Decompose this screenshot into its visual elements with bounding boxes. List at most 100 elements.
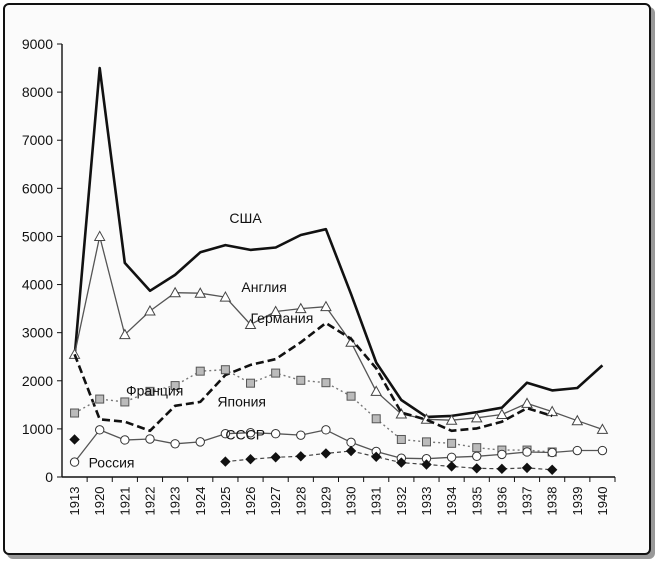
x-tick-label: 1927 <box>268 487 283 516</box>
triangle-point <box>68 348 81 359</box>
triangle-point <box>144 304 156 316</box>
series-label: США <box>229 210 262 226</box>
diamond-point <box>471 463 482 474</box>
square-point <box>271 368 281 378</box>
diamond-point <box>320 448 332 459</box>
circle-point <box>170 439 180 449</box>
square-point <box>170 381 180 391</box>
diamond-point <box>220 456 231 467</box>
x-tick-label: 1924 <box>193 487 208 516</box>
none-series-line <box>73 321 553 433</box>
x-tick-label: 1920 <box>92 487 107 516</box>
y-tick-label: 5000 <box>22 228 53 244</box>
square-point <box>95 394 105 404</box>
x-tick-label: 1913 <box>67 487 82 516</box>
square-point <box>321 378 331 388</box>
circle-point <box>245 428 256 438</box>
series-label: Англия <box>241 279 286 295</box>
circle-point <box>69 457 80 467</box>
circle-point <box>522 447 532 457</box>
circle-point <box>446 452 457 462</box>
diamond-point <box>69 434 80 445</box>
y-tick-label: 3000 <box>22 325 53 341</box>
series-label: СССР <box>225 427 265 443</box>
triangle-point <box>571 414 584 426</box>
square-point <box>396 434 406 444</box>
square-point <box>346 391 356 401</box>
diamond-point <box>546 464 558 475</box>
series-label: Россия <box>89 454 135 470</box>
x-tick-label: 1925 <box>218 487 233 516</box>
diamond-point <box>521 462 533 474</box>
circle-point <box>321 425 331 435</box>
diamond-point <box>345 445 357 457</box>
triangle-point <box>294 302 307 314</box>
diamond-point <box>295 451 307 462</box>
circle-point <box>95 425 105 435</box>
y-tick-label: 6000 <box>22 180 53 196</box>
series-labels: США Англия Германия Франция Япония Россия СССР <box>89 210 314 470</box>
triangle-series-line <box>73 235 603 431</box>
circle-point <box>497 449 507 460</box>
triangle-point <box>269 305 282 316</box>
triangle-point <box>445 414 458 425</box>
circle-point <box>572 445 582 456</box>
x-tick-label: 1936 <box>494 487 509 516</box>
x-tick-label: 1930 <box>344 487 359 516</box>
diamond-point <box>421 459 432 470</box>
y-tick-label: 9000 <box>22 36 53 52</box>
x-tick-label: 1923 <box>168 487 183 516</box>
series-label: Франция <box>126 382 183 398</box>
diamond-point <box>370 451 382 463</box>
square-point <box>472 443 482 453</box>
x-tick-label: 1926 <box>243 487 258 516</box>
circle-point <box>547 447 557 458</box>
x-tick-label: 1935 <box>469 487 484 516</box>
triangle-point <box>470 411 483 423</box>
triangle-point <box>521 397 533 408</box>
diamond-point <box>446 461 457 472</box>
x-tick-label: 1938 <box>545 487 560 516</box>
triangle-point <box>596 423 609 434</box>
square-point <box>220 365 230 375</box>
chart-series <box>68 66 609 475</box>
square-point <box>447 438 457 448</box>
triangle-point <box>93 230 106 241</box>
circle-point <box>220 429 231 439</box>
square-point <box>120 397 130 407</box>
triangle-point <box>169 286 181 298</box>
x-tick-label: 1921 <box>117 487 132 516</box>
circle-point <box>472 451 482 462</box>
x-tick-label: 1931 <box>369 487 384 516</box>
circle-point <box>346 437 356 448</box>
y-tick-label: 7000 <box>22 132 53 148</box>
x-tick-label: 1932 <box>394 487 409 516</box>
series-label: Япония <box>217 394 266 410</box>
square-point <box>195 366 205 376</box>
chart-axes: 0 1000 2000 3000 4000 5000 6000 7000 8000 9000 191… <box>22 36 616 516</box>
square-point <box>296 375 306 385</box>
series-label: Германия <box>251 310 314 326</box>
circle-point <box>195 437 205 447</box>
diamond-point <box>245 453 256 465</box>
y-tick-label: 4000 <box>22 277 53 293</box>
x-tick-label: 1933 <box>419 487 434 516</box>
square-point <box>70 408 80 418</box>
circle-series-line <box>74 429 603 463</box>
x-tick-label: 1939 <box>570 487 585 516</box>
triangle-point <box>118 328 131 340</box>
x-tick-label: 1940 <box>595 487 610 516</box>
circle-point <box>270 429 281 439</box>
y-tick-label: 0 <box>45 469 53 485</box>
circle-point <box>145 434 155 444</box>
x-tick-label: 1937 <box>520 487 535 516</box>
square-point <box>371 414 381 424</box>
y-tick-label: 8000 <box>22 84 53 100</box>
triangle-point <box>496 408 508 419</box>
triangle-point <box>244 318 257 329</box>
square-point <box>421 437 431 447</box>
circle-point <box>597 445 608 456</box>
triangle-point <box>320 300 332 312</box>
circle-point <box>296 430 306 440</box>
